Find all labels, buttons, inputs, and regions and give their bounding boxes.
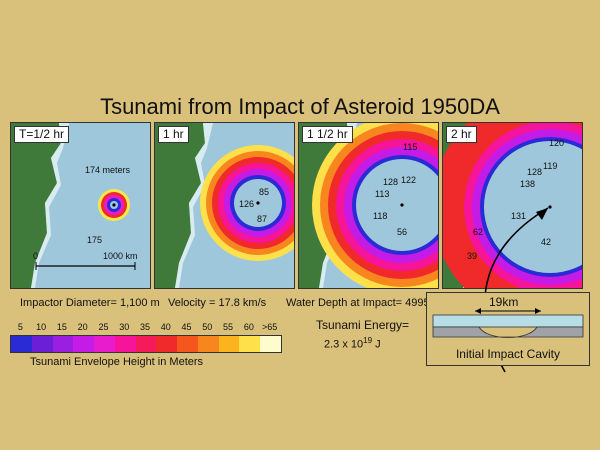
panel-time-label: 2 hr bbox=[446, 126, 477, 143]
height-label: 122 bbox=[401, 175, 417, 185]
legend-tick-label: 45 bbox=[181, 322, 192, 332]
legend-tick-label: 5 bbox=[17, 322, 23, 332]
energy-base: 2.3 x 10 bbox=[324, 338, 364, 351]
height-label: 119 bbox=[543, 161, 558, 171]
legend-swatch bbox=[156, 336, 178, 352]
arrow-head bbox=[536, 208, 548, 220]
impact-velocity: Velocity = 17.8 km/s bbox=[168, 297, 267, 309]
legend-swatch bbox=[177, 336, 198, 352]
height-label: 56 bbox=[397, 227, 408, 237]
scale-start-label: 0 bbox=[33, 251, 39, 261]
map-graphic bbox=[11, 123, 136, 288]
height-label: 115 bbox=[403, 142, 418, 152]
legend-swatch bbox=[31, 336, 53, 352]
height-label: 138 bbox=[520, 179, 536, 189]
panel-time-label: 1 1/2 hr bbox=[302, 126, 353, 143]
panel-time-label: T=1/2 hr bbox=[14, 126, 70, 143]
cavity-width-label: 19km bbox=[489, 295, 519, 309]
energy-value: 2.3 x 1019 J bbox=[324, 336, 381, 351]
legend-caption: Tsunami Envelope Height in Meters bbox=[30, 356, 204, 368]
legend-swatch bbox=[73, 336, 95, 352]
legend-tick-label: 15 bbox=[56, 322, 67, 332]
impactor-diameter: Impactor Diameter= 1,100 m bbox=[20, 297, 160, 309]
legend-swatch bbox=[260, 336, 281, 352]
legend-tick-label: 35 bbox=[139, 322, 151, 332]
legend-tick-label: 40 bbox=[160, 322, 171, 332]
map-panel-1-5-hr: 1 1/2 hr 115 122 128 113 118 56 bbox=[298, 122, 439, 289]
impact-cavity-inset: 19km Initial Impact Cavity bbox=[426, 292, 590, 366]
height-label: 42 bbox=[541, 237, 552, 247]
height-label: 128 bbox=[527, 167, 543, 177]
legend-swatch bbox=[135, 336, 157, 352]
cavity-cross-section bbox=[432, 308, 584, 338]
legend-swatch bbox=[114, 336, 136, 352]
legend-swatch bbox=[239, 336, 261, 352]
legend-tick-label: >65 bbox=[261, 322, 278, 332]
legend-swatch bbox=[11, 336, 32, 352]
impact-point bbox=[256, 201, 260, 205]
map-graphic bbox=[443, 123, 582, 288]
map-graphic bbox=[155, 123, 294, 288]
height-label: 113 bbox=[375, 189, 390, 199]
map-graphic bbox=[299, 123, 438, 288]
legend-tick-label: 20 bbox=[77, 322, 88, 332]
height-label: 120 bbox=[549, 138, 565, 148]
height-label: 39 bbox=[467, 251, 478, 261]
water-depth: Water Depth at Impact= 4995 m bbox=[286, 297, 442, 309]
map-panel-1-hr: 1 hr 85 126 87 bbox=[154, 122, 295, 289]
panel-time-label: 1 hr bbox=[158, 126, 189, 143]
legend-tick-label: 50 bbox=[202, 322, 213, 332]
impact-point bbox=[400, 203, 404, 207]
height-label: 175 bbox=[87, 235, 103, 245]
cavity-caption: Initial Impact Cavity bbox=[455, 347, 561, 361]
height-label: 85 bbox=[259, 187, 270, 197]
energy-label: Tsunami Energy= bbox=[316, 318, 410, 332]
height-label: 62 bbox=[473, 227, 484, 237]
legend-tick-label: 60 bbox=[243, 322, 254, 332]
impact-point bbox=[548, 205, 552, 209]
legend-color-bar bbox=[10, 335, 282, 353]
legend-tick-label: 10 bbox=[36, 322, 47, 332]
energy-exponent: 19 bbox=[363, 336, 373, 345]
legend-tick-label: 25 bbox=[98, 322, 109, 332]
legend-swatch bbox=[197, 336, 219, 352]
height-label: 128 bbox=[383, 177, 399, 187]
height-label: 118 bbox=[373, 211, 388, 221]
legend-tick-label: 30 bbox=[119, 322, 130, 332]
legend-tick-label: 55 bbox=[223, 322, 234, 332]
legend-ticks: 5 10 15 20 25 30 35 40 45 50 55 60 >65 bbox=[10, 322, 310, 334]
figure-title: Tsunami from Impact of Asteroid 1950DA bbox=[100, 94, 500, 119]
energy-unit: J bbox=[375, 338, 381, 351]
impact-point bbox=[112, 203, 116, 207]
legend-swatch bbox=[218, 336, 240, 352]
height-label: 126 bbox=[239, 199, 255, 209]
map-panel-2-hr: 2 hr 120 119 128 138 131 62 42 39 bbox=[442, 122, 583, 289]
legend-swatch bbox=[52, 336, 74, 352]
legend-swatch bbox=[94, 336, 115, 352]
height-label: 174 meters bbox=[85, 165, 131, 175]
height-label: 87 bbox=[257, 214, 268, 224]
map-panel-half-hr: T=1/2 hr 174 meters 175 0 1000 km bbox=[10, 122, 151, 289]
height-label: 131 bbox=[511, 211, 527, 221]
scale-end-label: 1000 km bbox=[103, 251, 138, 261]
